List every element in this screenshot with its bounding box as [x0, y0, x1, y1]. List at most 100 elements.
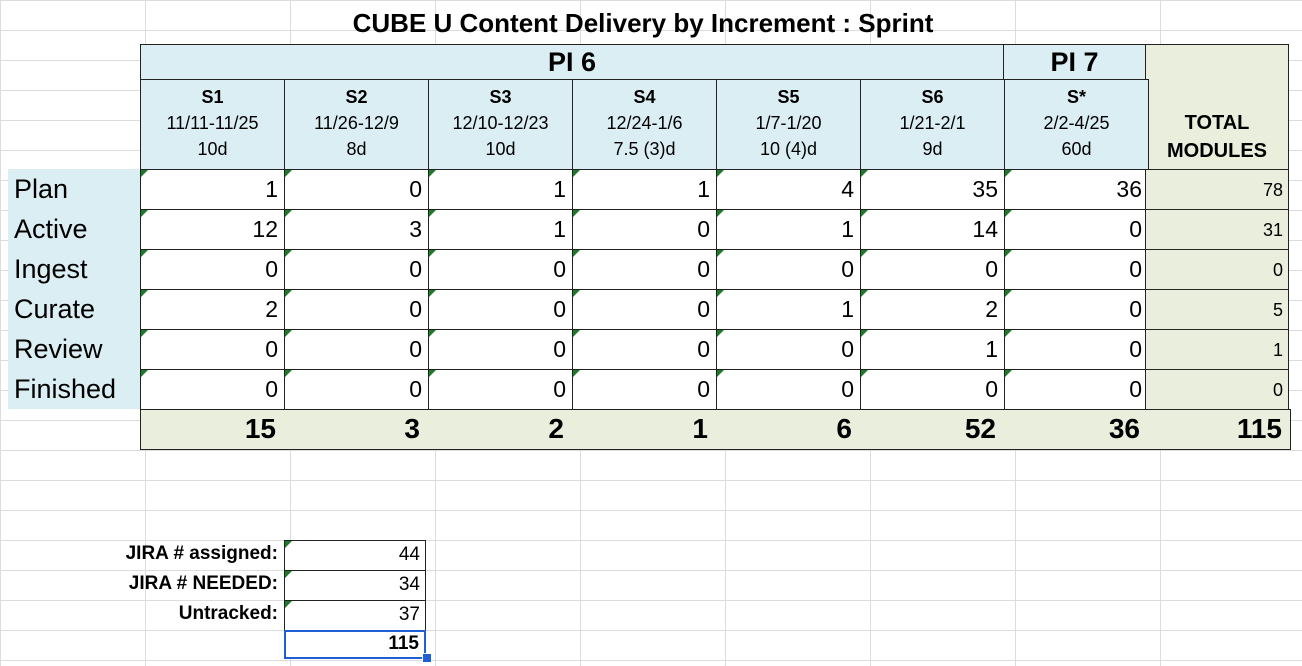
- sprint-header-4[interactable]: S4 12/24-1/6 7.5 (3)d: [572, 79, 717, 170]
- table-cell[interactable]: 0: [860, 249, 1005, 290]
- row-label-active[interactable]: Active: [8, 209, 141, 249]
- table-cell[interactable]: 1: [860, 329, 1005, 370]
- pi6-header[interactable]: PI 6: [140, 44, 1004, 80]
- table-cell[interactable]: 0: [860, 369, 1005, 410]
- comment-marker-icon: [1005, 290, 1012, 297]
- row-total-cell[interactable]: 0: [1145, 249, 1289, 290]
- table-cell[interactable]: 0: [1004, 249, 1149, 290]
- sprint-header-1[interactable]: S1 11/11-11/25 10d: [140, 79, 285, 170]
- comment-marker-icon: [573, 250, 580, 257]
- row-label-finished[interactable]: Finished: [8, 369, 141, 409]
- table-cell[interactable]: 0: [284, 249, 429, 290]
- row-label-plan[interactable]: Plan: [8, 169, 141, 209]
- table-cell[interactable]: 0: [428, 329, 573, 370]
- table-cell[interactable]: 36: [1004, 169, 1149, 210]
- table-cell[interactable]: 0: [572, 209, 717, 250]
- column-total-cell[interactable]: 52: [860, 409, 1005, 450]
- row-total-cell[interactable]: 31: [1145, 209, 1289, 250]
- table-cell[interactable]: 0: [572, 249, 717, 290]
- table-cell[interactable]: 0: [572, 289, 717, 330]
- table-cell[interactable]: 0: [428, 369, 573, 410]
- comment-marker-icon: [717, 250, 724, 257]
- table-cell[interactable]: 0: [716, 369, 861, 410]
- table-cell[interactable]: 0: [1004, 369, 1149, 410]
- table-cell[interactable]: 1: [572, 169, 717, 210]
- sprint-name: S3: [489, 87, 512, 107]
- jira-value-cell[interactable]: 44: [284, 540, 426, 571]
- table-cell[interactable]: 4: [716, 169, 861, 210]
- table-cell[interactable]: 14: [860, 209, 1005, 250]
- table-cell[interactable]: 2: [860, 289, 1005, 330]
- cell-value: 2: [985, 296, 998, 322]
- comment-marker-icon: [141, 170, 148, 177]
- comment-marker-icon: [1005, 330, 1012, 337]
- jira-value-cell[interactable]: 37: [284, 600, 426, 631]
- cell-value: 1: [985, 336, 998, 362]
- sprint-header-2[interactable]: S2 11/26-12/9 8d: [284, 79, 429, 170]
- selected-cell[interactable]: 115: [284, 630, 426, 659]
- table-cell[interactable]: 1: [428, 169, 573, 210]
- comment-marker-icon: [141, 370, 148, 377]
- table-cell[interactable]: 12: [140, 209, 285, 250]
- table-cell[interactable]: 1: [428, 209, 573, 250]
- table-cell[interactable]: 0: [716, 329, 861, 370]
- table-cell[interactable]: 35: [860, 169, 1005, 210]
- table-cell[interactable]: 1: [140, 169, 285, 210]
- sprint-dates: 11/26-12/9: [314, 113, 399, 133]
- column-total-cell[interactable]: 2: [428, 409, 573, 450]
- table-cell[interactable]: 0: [140, 369, 285, 410]
- table-cell[interactable]: 0: [716, 249, 861, 290]
- table-cell[interactable]: 1: [716, 209, 861, 250]
- column-total-cell[interactable]: 1: [572, 409, 717, 450]
- table-cell[interactable]: 0: [572, 369, 717, 410]
- cell-value: 1: [553, 176, 566, 202]
- table-cell[interactable]: 0: [284, 329, 429, 370]
- table-cell[interactable]: 0: [1004, 209, 1149, 250]
- grand-total-cell[interactable]: 115: [1146, 409, 1291, 450]
- row-label-curate[interactable]: Curate: [8, 289, 141, 329]
- table-cell[interactable]: 0: [284, 169, 429, 210]
- table-cell[interactable]: 0: [428, 249, 573, 290]
- total-modules-header[interactable]: TOTAL MODULES: [1145, 44, 1289, 170]
- table-cell[interactable]: 1: [716, 289, 861, 330]
- sprint-header-6[interactable]: S6 1/21-2/1 9d: [860, 79, 1005, 170]
- sprint-days: 9d: [922, 139, 943, 159]
- table-cell[interactable]: 0: [284, 289, 429, 330]
- pi7-header[interactable]: PI 7: [1003, 44, 1146, 80]
- total-header-line1: TOTAL: [1184, 112, 1250, 134]
- table-cell[interactable]: 0: [1004, 329, 1149, 370]
- column-total-cell[interactable]: 15: [140, 409, 285, 450]
- row-total-cell[interactable]: 5: [1145, 289, 1289, 330]
- row-total-cell[interactable]: 78: [1145, 169, 1289, 210]
- table-cell[interactable]: 0: [428, 289, 573, 330]
- sprint-header-5[interactable]: S5 1/7-1/20 10 (4)d: [716, 79, 861, 170]
- cell-value: 0: [697, 336, 710, 362]
- cell-value: 0: [1129, 336, 1142, 362]
- sprint-header-7[interactable]: S* 2/2-4/25 60d: [1004, 79, 1149, 170]
- column-total-cell[interactable]: 36: [1004, 409, 1149, 450]
- sprint-header-3[interactable]: S3 12/10-12/23 10d: [428, 79, 573, 170]
- sheet-title[interactable]: CUBE U Content Delivery by Increment : S…: [352, 8, 934, 38]
- column-total-cell[interactable]: 3: [284, 409, 429, 450]
- comment-marker-icon: [285, 370, 292, 377]
- row-total-cell[interactable]: 1: [1145, 329, 1289, 370]
- row-label-ingest[interactable]: Ingest: [8, 249, 141, 289]
- table-cell[interactable]: 3: [284, 209, 429, 250]
- row-total-cell[interactable]: 0: [1145, 369, 1289, 410]
- table-cell[interactable]: 0: [140, 249, 285, 290]
- cell-value: 1: [697, 176, 710, 202]
- table-cell[interactable]: 0: [572, 329, 717, 370]
- comment-marker-icon: [285, 571, 292, 578]
- row-label-review[interactable]: Review: [8, 329, 141, 369]
- table-cell[interactable]: 0: [284, 369, 429, 410]
- table-cell[interactable]: 2: [140, 289, 285, 330]
- cell-value: 4: [841, 176, 854, 202]
- comment-marker-icon: [861, 250, 868, 257]
- table-cell[interactable]: 0: [1004, 289, 1149, 330]
- jira-label: JIRA # NEEDED:: [128, 573, 278, 594]
- jira-value-cell[interactable]: 34: [284, 570, 426, 601]
- cell-value: 0: [265, 336, 278, 362]
- fill-handle[interactable]: [422, 653, 432, 663]
- table-cell[interactable]: 0: [140, 329, 285, 370]
- column-total-cell[interactable]: 6: [716, 409, 861, 450]
